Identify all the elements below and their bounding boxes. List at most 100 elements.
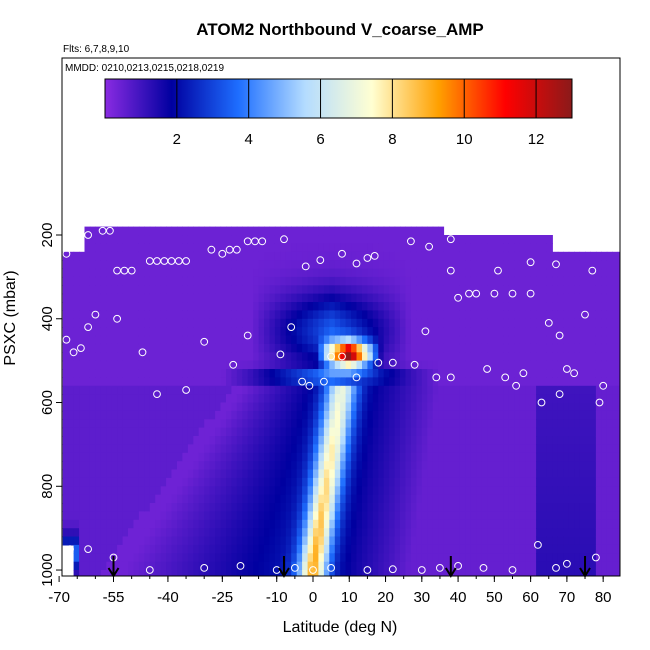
heat-cell xyxy=(253,360,260,370)
heat-cell xyxy=(307,235,314,244)
heat-cell xyxy=(296,369,303,378)
heat-cell xyxy=(552,352,559,362)
heat-cell xyxy=(84,268,91,278)
heat-cell xyxy=(508,343,515,353)
heat-cell xyxy=(476,285,483,295)
heat-cell xyxy=(100,276,107,286)
heat-cell xyxy=(508,276,515,286)
heat-cell xyxy=(106,318,113,328)
x-tick-label: -40 xyxy=(157,589,179,606)
heat-cell xyxy=(421,469,428,479)
heat-cell xyxy=(106,360,113,370)
heat-cell xyxy=(536,369,543,378)
heat-cell xyxy=(100,360,107,370)
heat-cell xyxy=(106,394,113,404)
heat-cell xyxy=(187,276,194,286)
heat-cell xyxy=(133,235,140,244)
heat-cell xyxy=(617,427,620,437)
heat-cell xyxy=(171,528,178,538)
sample-circle xyxy=(407,237,415,246)
heat-cell xyxy=(568,519,575,529)
heat-cell xyxy=(62,385,69,395)
heat-cell xyxy=(323,528,330,538)
heat-cell xyxy=(242,327,249,337)
heat-cell xyxy=(459,335,466,345)
heat-cell xyxy=(68,452,75,462)
heat-cell xyxy=(334,385,341,395)
heat-cell xyxy=(231,486,238,496)
heat-cell xyxy=(585,343,591,353)
heat-cell xyxy=(128,477,134,487)
heat-cell xyxy=(552,276,559,286)
heat-cell xyxy=(166,360,173,370)
heat-cell xyxy=(133,352,140,362)
heat-cell xyxy=(171,310,178,320)
heat-cell xyxy=(459,561,466,571)
heat-cell xyxy=(280,519,287,529)
heat-cell xyxy=(334,360,341,370)
heat-cell xyxy=(438,335,445,345)
heat-cell xyxy=(236,444,243,454)
heat-cell xyxy=(89,310,96,320)
heat-cell xyxy=(541,452,548,462)
sample-circle xyxy=(472,289,481,298)
heat-cell xyxy=(514,335,521,345)
heat-cell xyxy=(443,302,450,311)
heat-cell xyxy=(247,544,254,554)
heat-cell xyxy=(378,503,385,512)
heat-cell xyxy=(231,369,238,378)
heat-cell xyxy=(117,544,124,554)
heat-cell xyxy=(285,528,292,538)
heat-cell xyxy=(171,243,178,253)
heat-cell xyxy=(253,226,260,236)
heat-cell xyxy=(400,544,406,554)
heat-cell xyxy=(372,369,379,378)
heat-cell xyxy=(519,469,526,479)
heat-cell xyxy=(498,444,504,454)
heat-cell xyxy=(421,503,428,512)
heat-cell xyxy=(89,268,96,278)
heat-cell xyxy=(557,419,564,429)
heat-cell xyxy=(89,544,96,554)
heat-cell xyxy=(220,302,227,311)
heat-cell xyxy=(166,285,173,295)
heat-cell xyxy=(536,285,543,295)
heat-cell xyxy=(525,469,532,479)
heat-cell xyxy=(449,327,455,337)
heat-cell xyxy=(470,335,477,345)
heat-cell xyxy=(579,444,586,454)
heat-cell xyxy=(405,528,412,538)
heat-cell xyxy=(302,402,309,412)
heat-cell xyxy=(149,461,156,471)
heat-cell xyxy=(215,251,222,261)
heat-cell xyxy=(111,452,118,462)
heat-cell xyxy=(400,235,406,244)
heat-cell xyxy=(84,410,91,420)
heat-cell xyxy=(269,327,276,337)
heat-cell xyxy=(209,302,216,311)
heat-cell xyxy=(73,402,80,412)
heat-cell xyxy=(128,394,134,404)
heat-cell xyxy=(171,285,178,295)
heat-cell xyxy=(356,494,363,504)
heat-cell xyxy=(160,352,167,362)
heat-cell xyxy=(481,544,488,554)
heat-cell xyxy=(160,402,167,412)
heat-cell xyxy=(334,377,341,387)
heat-cell xyxy=(193,519,200,529)
sample-circle xyxy=(494,266,502,275)
heat-cell xyxy=(231,293,238,303)
heat-cell xyxy=(612,327,619,337)
heat-cell xyxy=(612,494,619,504)
heat-cell xyxy=(187,561,194,571)
heat-cell xyxy=(427,544,434,554)
heat-cell xyxy=(476,528,483,538)
heat-cell xyxy=(166,477,173,487)
heat-cell xyxy=(138,519,145,529)
heat-cell xyxy=(122,343,129,353)
heat-cell xyxy=(454,410,461,420)
heat-cell xyxy=(432,343,439,353)
heat-cell xyxy=(541,318,548,328)
heat-cell xyxy=(291,519,298,529)
heat-cell xyxy=(111,419,118,429)
